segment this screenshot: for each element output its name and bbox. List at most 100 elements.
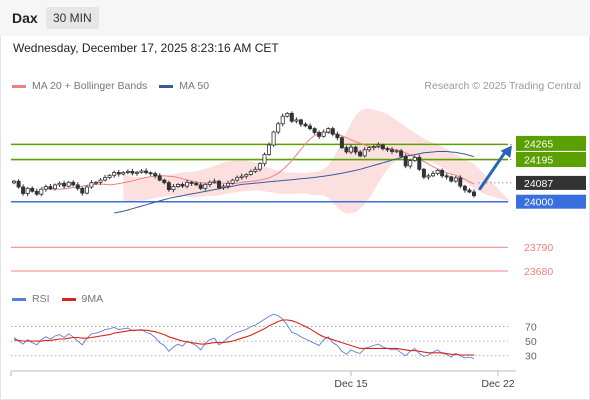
- rsi-tick-50: 50: [525, 336, 537, 348]
- candle-body: [285, 113, 290, 117]
- forecast-arrow-shaft: [478, 147, 509, 191]
- candle-body: [458, 177, 463, 187]
- candle-body: [121, 172, 126, 175]
- legend-ma50-swatch: [159, 84, 174, 88]
- candle-body: [326, 128, 331, 133]
- candle-body: [435, 169, 440, 174]
- candle-body: [412, 156, 417, 161]
- candle-body: [244, 174, 249, 177]
- candle-body: [21, 186, 26, 194]
- legend-rsi-ma: 9MA: [61, 293, 104, 305]
- price-label-bg-24000: [516, 194, 586, 209]
- candle-body: [312, 128, 317, 133]
- candle-body: [262, 154, 267, 165]
- candle-body: [307, 125, 312, 129]
- candle-body: [371, 146, 376, 149]
- candle-body: [362, 149, 367, 157]
- legend-ma50-label: MA 50: [179, 80, 210, 92]
- candle-body: [239, 175, 244, 178]
- x-tick-label: Dec 15: [334, 378, 367, 390]
- ma50-line: [114, 151, 475, 214]
- candle-body: [198, 184, 203, 189]
- candle-body: [11, 180, 16, 184]
- legend-ma20-label: MA 20 + Bollinger Bands: [32, 80, 148, 92]
- candle-body: [344, 147, 349, 153]
- candle-body: [403, 155, 408, 167]
- candle-body: [103, 177, 108, 181]
- candle-body: [358, 151, 363, 157]
- candle-body: [94, 181, 99, 184]
- candle-body: [43, 186, 48, 190]
- candle-body: [449, 176, 454, 182]
- candle-body: [89, 182, 94, 188]
- legend-ma20-swatch: [12, 84, 26, 88]
- candle-body: [253, 168, 258, 172]
- candle-body: [440, 169, 445, 177]
- legend-rsi-swatch: [12, 297, 26, 301]
- rsi-series-rsi: [13, 313, 475, 360]
- symbol-name: Dax: [12, 10, 38, 26]
- candle-body: [130, 170, 135, 174]
- price-label-24000: 24000: [524, 197, 553, 209]
- candle-body: [212, 180, 217, 183]
- candle-body: [289, 113, 294, 122]
- candle-body: [471, 191, 476, 197]
- legend-rsi-ma-swatch: [61, 297, 76, 301]
- candle-body: [367, 147, 372, 151]
- candle-body: [62, 182, 67, 187]
- price-label-24265: 24265: [524, 138, 553, 150]
- price-label-bg-24195: [516, 152, 586, 167]
- candle-body: [430, 173, 435, 177]
- candle-body: [294, 119, 299, 122]
- candles-group: [11, 111, 476, 198]
- candle-body: [462, 185, 467, 191]
- candle-body: [144, 170, 149, 174]
- candle-body: [385, 148, 390, 151]
- candle-body: [185, 181, 190, 187]
- candle-body: [125, 170, 130, 173]
- candle-body: [221, 185, 226, 189]
- research-credit: Research © 2025 Trading Central: [424, 80, 581, 92]
- candle-body: [266, 144, 271, 155]
- candle-body: [317, 132, 322, 137]
- rsi-legend: RSI 9MA: [12, 293, 115, 305]
- candle-body: [421, 168, 426, 178]
- candle-body: [353, 146, 358, 153]
- candle-body: [216, 180, 221, 189]
- legend-rsi-ma-label: 9MA: [81, 293, 104, 305]
- candle-body: [394, 150, 399, 153]
- top-bar: Dax 30 MIN: [0, 0, 590, 36]
- candle-body: [162, 179, 167, 184]
- candle-body: [453, 177, 458, 182]
- candle-body: [48, 186, 53, 190]
- candle-body: [157, 175, 162, 181]
- candle-body: [389, 149, 394, 152]
- candle-body: [257, 163, 262, 170]
- candle-body: [203, 183, 208, 189]
- candle-body: [426, 175, 431, 178]
- candle-body: [230, 179, 235, 184]
- candle-body: [335, 133, 340, 139]
- price-label-23790: 23790: [524, 242, 553, 254]
- candle-body: [399, 150, 404, 157]
- candle-body: [330, 128, 335, 135]
- candle-body: [280, 115, 285, 125]
- legend-ma20: MA 20 + Bollinger Bands: [12, 80, 147, 92]
- candle-body: [248, 170, 253, 175]
- candle-body: [53, 184, 58, 190]
- legend-rsi-label: RSI: [32, 293, 50, 305]
- candle-body: [107, 174, 112, 178]
- price-label-24195: 24195: [524, 155, 553, 167]
- candle-body: [171, 186, 176, 191]
- forecast-arrow-head: [500, 145, 512, 158]
- timeframe-badge[interactable]: 30 MIN: [46, 7, 99, 29]
- candle-body: [66, 181, 71, 187]
- candle-body: [467, 189, 472, 193]
- candle-body: [175, 183, 180, 187]
- legend-rsi: RSI: [12, 293, 50, 305]
- rsi-series-9ma: [13, 319, 474, 356]
- candle-body: [84, 186, 89, 194]
- candle-body: [417, 156, 422, 170]
- candle-body: [194, 182, 199, 186]
